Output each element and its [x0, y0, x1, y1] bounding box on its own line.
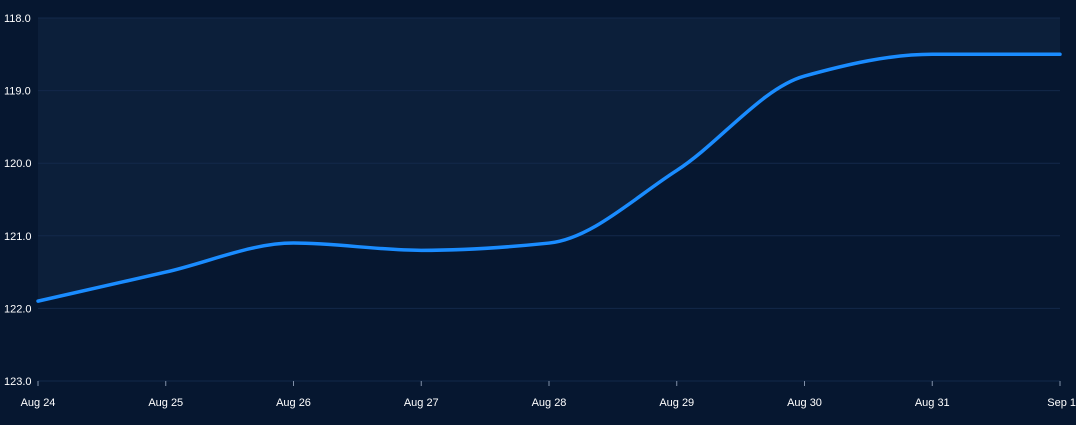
y-tick-label: 121.0 — [4, 231, 32, 243]
x-tick-label: Aug 26 — [276, 397, 311, 409]
y-tick-label: 118.0 — [4, 13, 31, 25]
x-tick-label: Aug 31 — [915, 397, 950, 409]
area-fill — [38, 18, 1060, 302]
x-tick-label: Aug 27 — [404, 397, 439, 409]
x-tick-label: Aug 24 — [21, 397, 56, 409]
x-tick-label: Aug 28 — [532, 397, 567, 409]
x-tick-label: Aug 25 — [148, 397, 183, 409]
x-tick-label: Aug 29 — [659, 397, 694, 409]
x-tick-label: Aug 30 — [787, 397, 822, 409]
x-tick-label: Sep 1 — [1047, 397, 1076, 409]
grid-lines — [38, 17, 1060, 309]
y-tick-label: 123.0 — [4, 376, 32, 388]
y-tick-label: 120.0 — [4, 158, 32, 170]
x-axis-ticks: Aug 24 Aug 25 Aug 26 Aug 27 Aug 28 Aug 29 Aug … — [21, 381, 1076, 409]
y-tick-label: 122.0 — [4, 303, 32, 315]
y-tick-label: 119.0 — [4, 86, 31, 98]
series-line — [36, 52, 1062, 303]
y-axis-ticks: 118.0 119.0 120.0 121.0 122.0 123.0 — [4, 13, 32, 388]
